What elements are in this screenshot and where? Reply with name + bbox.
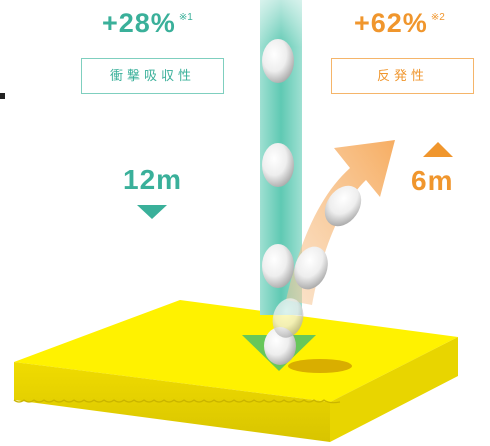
egg-icon — [262, 244, 294, 288]
up-triangle-icon — [423, 142, 453, 157]
impact-note: ※1 — [178, 12, 193, 23]
egg-icon — [324, 185, 362, 227]
rebound-percent: +62% ※2 — [354, 8, 445, 39]
rebound-label: 反発性 — [376, 69, 428, 84]
impact-label-box: 衝撃吸収性 — [81, 58, 224, 94]
impact-percent-value: +28% — [102, 8, 176, 38]
edge-mark — [0, 93, 5, 99]
egg-icon — [262, 39, 294, 83]
egg-icon — [272, 298, 304, 338]
impact-label: 衝撃吸収性 — [109, 69, 195, 84]
rebound-height: 6m — [411, 165, 454, 196]
egg-icons — [262, 39, 362, 365]
impact-height: 12m — [123, 164, 183, 195]
yellow-mat — [13, 300, 458, 442]
rebound-label-box: 反発性 — [331, 58, 474, 94]
down-triangle-icon — [137, 205, 167, 219]
rebound-note: ※2 — [430, 12, 445, 23]
rebound-percent-value: +62% — [354, 8, 428, 38]
impact-percent: +28% ※1 — [102, 8, 193, 39]
egg-icon — [294, 246, 328, 290]
egg-icon — [262, 143, 294, 187]
